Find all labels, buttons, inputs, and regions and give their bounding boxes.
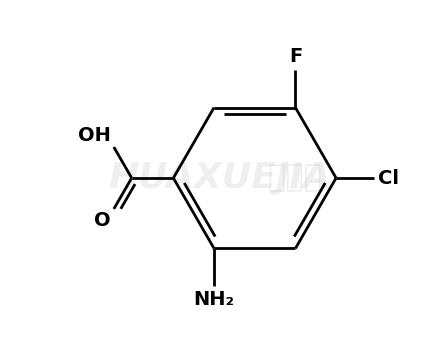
Text: F: F (289, 47, 302, 66)
Text: OH: OH (78, 126, 111, 145)
Text: O: O (94, 211, 111, 230)
Text: 化学加: 化学加 (267, 163, 322, 193)
Text: NH₂: NH₂ (194, 290, 235, 309)
Text: HUAXUEJIA: HUAXUEJIA (109, 161, 331, 195)
Text: Cl: Cl (378, 168, 399, 188)
